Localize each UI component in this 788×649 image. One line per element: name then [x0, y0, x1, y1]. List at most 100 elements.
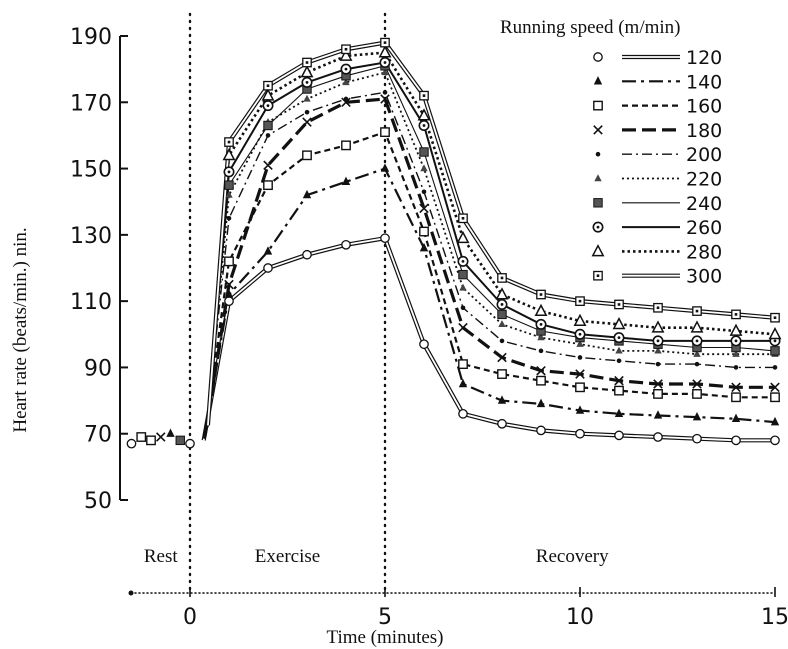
- point-120: [536, 425, 546, 436]
- point-300-center: [422, 94, 426, 97]
- point-260-center: [539, 322, 543, 326]
- point-300: [731, 309, 741, 320]
- y-tick-label: 170: [70, 91, 112, 116]
- point-260: [496, 298, 508, 310]
- point-140: [458, 378, 468, 388]
- point-140: [497, 395, 507, 404]
- point-160: [731, 392, 741, 403]
- point-200: [265, 133, 271, 138]
- point-180-b: [497, 352, 507, 363]
- legend-label-200: 200: [686, 144, 722, 166]
- point-180-b: [302, 117, 312, 127]
- legend-label-260: 260: [686, 217, 722, 239]
- rest-point: [175, 435, 185, 446]
- point-280: [495, 287, 509, 300]
- point-220: [732, 349, 740, 357]
- point-200: [226, 215, 232, 221]
- point-120: [341, 239, 351, 250]
- legend-label-140: 140: [686, 71, 722, 93]
- point-260: [574, 328, 586, 340]
- point-280: [300, 65, 314, 78]
- legend-marker-140: [593, 76, 603, 85]
- point-240: [497, 309, 507, 320]
- series-line-160: [203, 131, 775, 438]
- point-180: [380, 94, 390, 104]
- point-120: [692, 433, 702, 444]
- legend-marker-260-center: [596, 225, 600, 229]
- point-160: [653, 389, 663, 399]
- point-140: [536, 398, 546, 408]
- point-300-center: [500, 276, 504, 280]
- point-160: [224, 256, 234, 267]
- point-180: [302, 117, 312, 127]
- legend-marker-260: [592, 221, 604, 233]
- point-280: [768, 326, 782, 340]
- point-180: [575, 369, 585, 379]
- point-300: [536, 289, 546, 300]
- point-300: [614, 299, 624, 310]
- point-200: [694, 361, 700, 367]
- point-120: [653, 432, 663, 442]
- point-180: [497, 352, 507, 363]
- y-tick-label: 150: [70, 158, 112, 183]
- series-line-240: [205, 65, 776, 431]
- x-tick-label: 0: [183, 605, 197, 630]
- point-300: [302, 57, 312, 68]
- point-200: [421, 189, 427, 195]
- point-140: [653, 410, 663, 419]
- point-260: [535, 318, 547, 330]
- point-180-b: [692, 379, 702, 389]
- point-220: [693, 349, 701, 357]
- point-140: [419, 242, 429, 252]
- point-260-center: [656, 339, 660, 343]
- point-200: [772, 365, 778, 370]
- point-120: [380, 233, 390, 244]
- point-300-center: [461, 216, 465, 220]
- point-240: [770, 346, 780, 356]
- point-180-b: [380, 94, 390, 104]
- point-140: [614, 408, 624, 418]
- point-260-center: [578, 332, 582, 336]
- point-280: [339, 48, 353, 61]
- point-260-center: [617, 336, 621, 339]
- point-300: [692, 306, 702, 316]
- point-160: [380, 127, 390, 138]
- phase-label: Exercise: [255, 546, 320, 567]
- phase-label: Recovery: [536, 546, 609, 567]
- phase-label: Rest: [144, 546, 179, 567]
- legend-marker-300: [593, 270, 603, 281]
- point-260: [340, 63, 352, 75]
- point-120: [302, 249, 312, 260]
- point-180: [614, 375, 624, 386]
- point-280: [573, 313, 587, 326]
- point-200: [382, 90, 388, 95]
- point-300-center: [383, 41, 387, 44]
- series-line-300-inner: [207, 41, 776, 426]
- point-200: [343, 96, 349, 102]
- series-line-180: [203, 97, 775, 436]
- point-140: [302, 189, 312, 199]
- point-260: [379, 57, 391, 69]
- point-180: [536, 365, 546, 376]
- point-280: [612, 317, 626, 330]
- x-tick-label: 10: [566, 605, 594, 630]
- point-280: [651, 320, 665, 333]
- point-260-center: [344, 67, 348, 71]
- point-220: [654, 346, 662, 354]
- point-260-center: [422, 124, 426, 127]
- point-120: [458, 408, 468, 419]
- legend-label-120: 120: [686, 47, 722, 69]
- point-180: [224, 279, 234, 290]
- point-180-b: [419, 203, 429, 214]
- point-160: [497, 369, 507, 379]
- point-180-b: [653, 379, 663, 389]
- point-180: [419, 203, 429, 214]
- point-280: [378, 45, 392, 58]
- point-260-center: [227, 170, 231, 174]
- point-300-center: [773, 316, 777, 320]
- point-180-b: [731, 382, 741, 393]
- legend-marker-200: [595, 151, 601, 157]
- point-300: [263, 80, 273, 91]
- point-260-center: [266, 104, 270, 107]
